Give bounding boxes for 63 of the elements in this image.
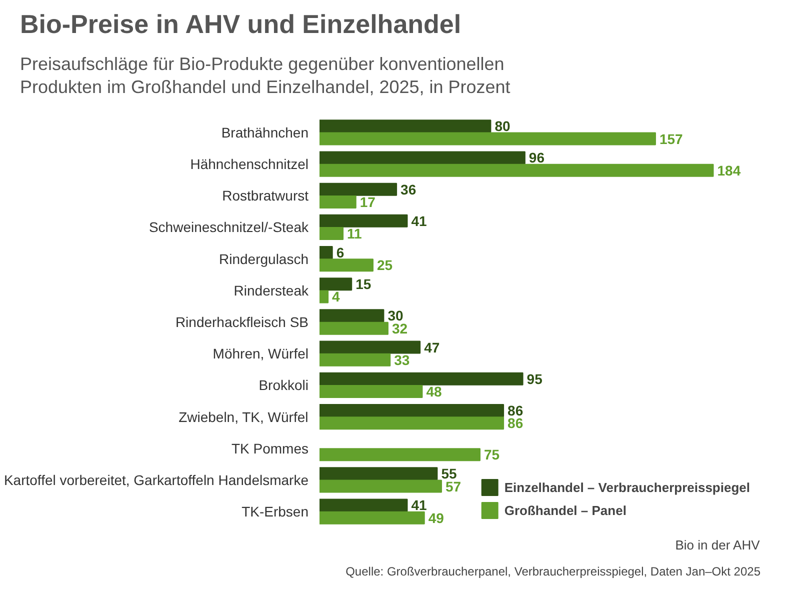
bar: [320, 512, 425, 525]
bar: [320, 480, 442, 493]
y-tick-label: TK-Erbsen: [242, 504, 309, 520]
bar: [320, 340, 421, 354]
bar: [320, 404, 504, 418]
y-tick-label: Brathähnchen: [221, 124, 309, 141]
bar: [320, 164, 714, 178]
y-tick-label: Möhren, Würfel: [212, 346, 309, 362]
data-label: 157: [659, 130, 684, 147]
bar: [320, 372, 524, 386]
data-label: 25: [377, 257, 393, 274]
data-label: 80: [494, 118, 510, 134]
data-label: 75: [484, 446, 500, 463]
y-tick-label: Rinderhackfleisch SB: [175, 314, 308, 330]
data-label: 41: [411, 213, 428, 230]
chart-title: Bio-Preise in AHV und Einzelhandel: [20, 8, 462, 41]
bar: [320, 182, 398, 196]
y-tick-label: Rostbratwurst: [222, 188, 309, 204]
bar: [320, 309, 384, 322]
data-label: 6: [336, 244, 344, 261]
data-label: 47: [424, 339, 440, 356]
text: Bio in der AHV: [675, 538, 760, 553]
bar: [320, 132, 656, 146]
data-label: 11: [347, 226, 362, 242]
data-label: 96: [528, 150, 545, 166]
data-label: 36: [400, 181, 416, 198]
y-tick-label: Hähnchenschnitzel: [190, 156, 308, 172]
source-note: Quelle: Großverbraucherpanel, Verbraucherpreisspiegel, Daten Jan–Okt 2025: [346, 564, 761, 579]
y-tick-label: TK Pommes: [231, 440, 308, 457]
data-label: 41: [411, 497, 428, 514]
data-label: 184: [717, 162, 741, 179]
y-tick-label: Zwiebeln, TK, Würfel: [178, 408, 308, 425]
data-label: 4: [332, 288, 340, 305]
bar: [320, 385, 423, 398]
bar: [320, 227, 344, 240]
bar: [320, 448, 480, 462]
bar: [320, 196, 356, 209]
y-tick-label: Rindersteak: [234, 282, 310, 299]
y-tick-label: Schweineschnitzel/-Steak: [148, 219, 310, 236]
bar: [320, 416, 504, 430]
bar: [320, 467, 438, 480]
bar: [320, 354, 391, 367]
y-tick-label: Brokkoli: [258, 377, 309, 394]
legend-label: Großhandel – Panel: [504, 502, 626, 518]
bar: [320, 290, 329, 304]
data-label: 33: [394, 352, 410, 368]
bar: [320, 258, 374, 272]
chart-subtitle: Preisaufschläge für Bio-Produkte gegenüber konventionellen Produkten im Großhandel und Einzelhandel, 2025, in Prozent: [20, 53, 512, 98]
bar: [320, 278, 352, 291]
data-label: 17: [360, 194, 376, 210]
data-label: 49: [428, 510, 444, 526]
data-label: 95: [526, 371, 543, 388]
bar: [320, 214, 408, 228]
bar: [320, 322, 388, 335]
bar: [320, 120, 492, 133]
bar: [320, 151, 526, 164]
data-label: 15: [356, 276, 372, 292]
y-tick-label: Kartoffel vorbereitet, Garkartoffeln Handelsmarke: [4, 472, 309, 488]
data-label: 48: [426, 384, 442, 400]
legend-label: Einzelhandel – Verbraucherpreisspiegel: [504, 480, 750, 495]
bar: [320, 246, 333, 260]
y-tick-label: Rindergulasch: [219, 250, 309, 267]
bar: [320, 498, 408, 512]
